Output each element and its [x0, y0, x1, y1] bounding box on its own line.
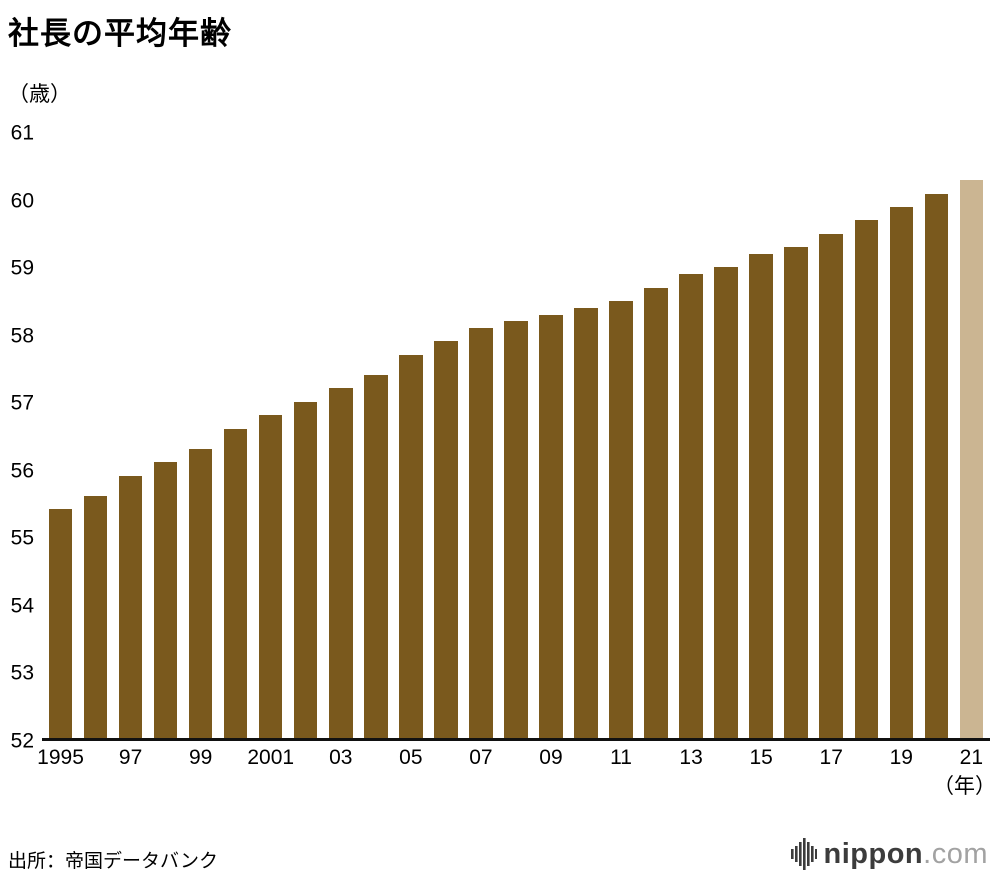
- bar: [469, 327, 493, 738]
- bar-slot: 09: [533, 133, 568, 768]
- y-tick-label: 58: [10, 324, 34, 348]
- x-tick-label: 13: [679, 746, 703, 769]
- bar: [399, 354, 423, 738]
- bar: [609, 301, 633, 738]
- x-tick-label: 21: [959, 746, 984, 769]
- x-tick-label: 11: [610, 746, 632, 769]
- x-tick-label: 97: [118, 746, 143, 769]
- x-tick-label: 15: [749, 746, 773, 769]
- bar-slot: [639, 133, 674, 738]
- logo-main-text: nippon: [823, 837, 924, 870]
- bar: [258, 415, 283, 738]
- bar: [959, 180, 984, 738]
- bar: [188, 448, 213, 738]
- y-tick-label: 52: [10, 729, 34, 753]
- bar-slot: [218, 133, 253, 738]
- bar: [434, 341, 458, 738]
- x-axis-unit-label: （年）: [933, 775, 996, 798]
- nippon-com-logo: nippon.com: [790, 837, 988, 870]
- bar-slot: [779, 133, 814, 738]
- y-tick-label: 56: [10, 459, 34, 483]
- x-tick-label: 09: [539, 746, 563, 769]
- bar: [118, 475, 143, 738]
- bar: [679, 274, 703, 738]
- bar: [329, 388, 353, 738]
- bar-slot: [288, 133, 323, 738]
- bar-slot: [498, 133, 533, 738]
- y-tick-label: 54: [10, 594, 34, 618]
- bar: [644, 287, 668, 738]
- bar: [574, 307, 598, 738]
- bar-slot: 15: [744, 133, 779, 768]
- x-tick-label: 07: [469, 746, 493, 769]
- bar-slot: [148, 133, 183, 738]
- bar: [819, 233, 843, 738]
- y-tick-label: 61: [10, 121, 34, 145]
- bar-slot: [78, 133, 113, 738]
- bar: [223, 428, 248, 738]
- bar: [749, 254, 773, 738]
- bar-slot: 13: [674, 133, 709, 768]
- bar-slot: 97: [113, 133, 148, 768]
- bar-slot: 1995: [37, 133, 84, 768]
- x-tick-label: 03: [329, 746, 353, 769]
- bar-slot: 21: [954, 133, 989, 768]
- bar-slot: [709, 133, 744, 738]
- plot-area: 1995 97 99 2001 03 05 07 09 11 13 15 17 19 21: [37, 133, 990, 768]
- nippon-logo-icon: [790, 838, 817, 870]
- y-tick-label: 59: [10, 256, 34, 280]
- source-note: 出所：帝国データバンク: [8, 851, 218, 872]
- x-tick-label: 99: [188, 746, 213, 769]
- y-axis: 52 53 54 55 56 57 58 59 60 61: [0, 123, 34, 752]
- bar: [504, 321, 528, 738]
- bar: [539, 314, 563, 738]
- bar: [153, 462, 178, 738]
- bar-slot: [919, 133, 954, 738]
- bar: [83, 496, 108, 738]
- x-tick-label: 05: [399, 746, 423, 769]
- bar: [364, 375, 388, 738]
- y-tick-label: 53: [10, 661, 34, 685]
- logo-suffix-text: .com: [923, 837, 988, 870]
- bar-slot: [428, 133, 463, 738]
- bar-slot: [849, 133, 884, 738]
- bar-slot: [568, 133, 603, 738]
- bar-slot: 11: [604, 133, 639, 768]
- bar: [714, 267, 738, 738]
- bar: [889, 206, 913, 738]
- y-tick-label: 55: [10, 526, 34, 550]
- bar-slot: 03: [323, 133, 358, 768]
- bar: [48, 509, 73, 738]
- bar: [924, 193, 949, 738]
- y-axis-unit-label: （歳）: [8, 83, 71, 106]
- chart: 1995 97 99 2001 03 05 07 09 11 13 15 17 19 21: [37, 133, 990, 768]
- bar: [854, 220, 878, 738]
- bar-slot: 17: [814, 133, 849, 768]
- page-title: 社長の平均年齢: [8, 16, 232, 51]
- nippon-logo-text: nippon.com: [823, 837, 988, 870]
- bar: [784, 247, 808, 738]
- x-tick-label: 17: [819, 746, 843, 769]
- bar-slot: 07: [463, 133, 498, 768]
- bar-slot: [358, 133, 393, 738]
- y-tick-label: 57: [10, 391, 34, 415]
- bar-slot: 19: [884, 133, 919, 768]
- bar-slot: 05: [393, 133, 428, 768]
- bar: [294, 401, 318, 738]
- x-tick-label: 1995: [37, 746, 84, 769]
- y-tick-label: 60: [10, 189, 34, 213]
- x-tick-label: 19: [889, 746, 913, 769]
- x-tick-label: 2001: [247, 746, 295, 769]
- bar-slot: 2001: [247, 133, 294, 768]
- bar-slot: 99: [183, 133, 218, 768]
